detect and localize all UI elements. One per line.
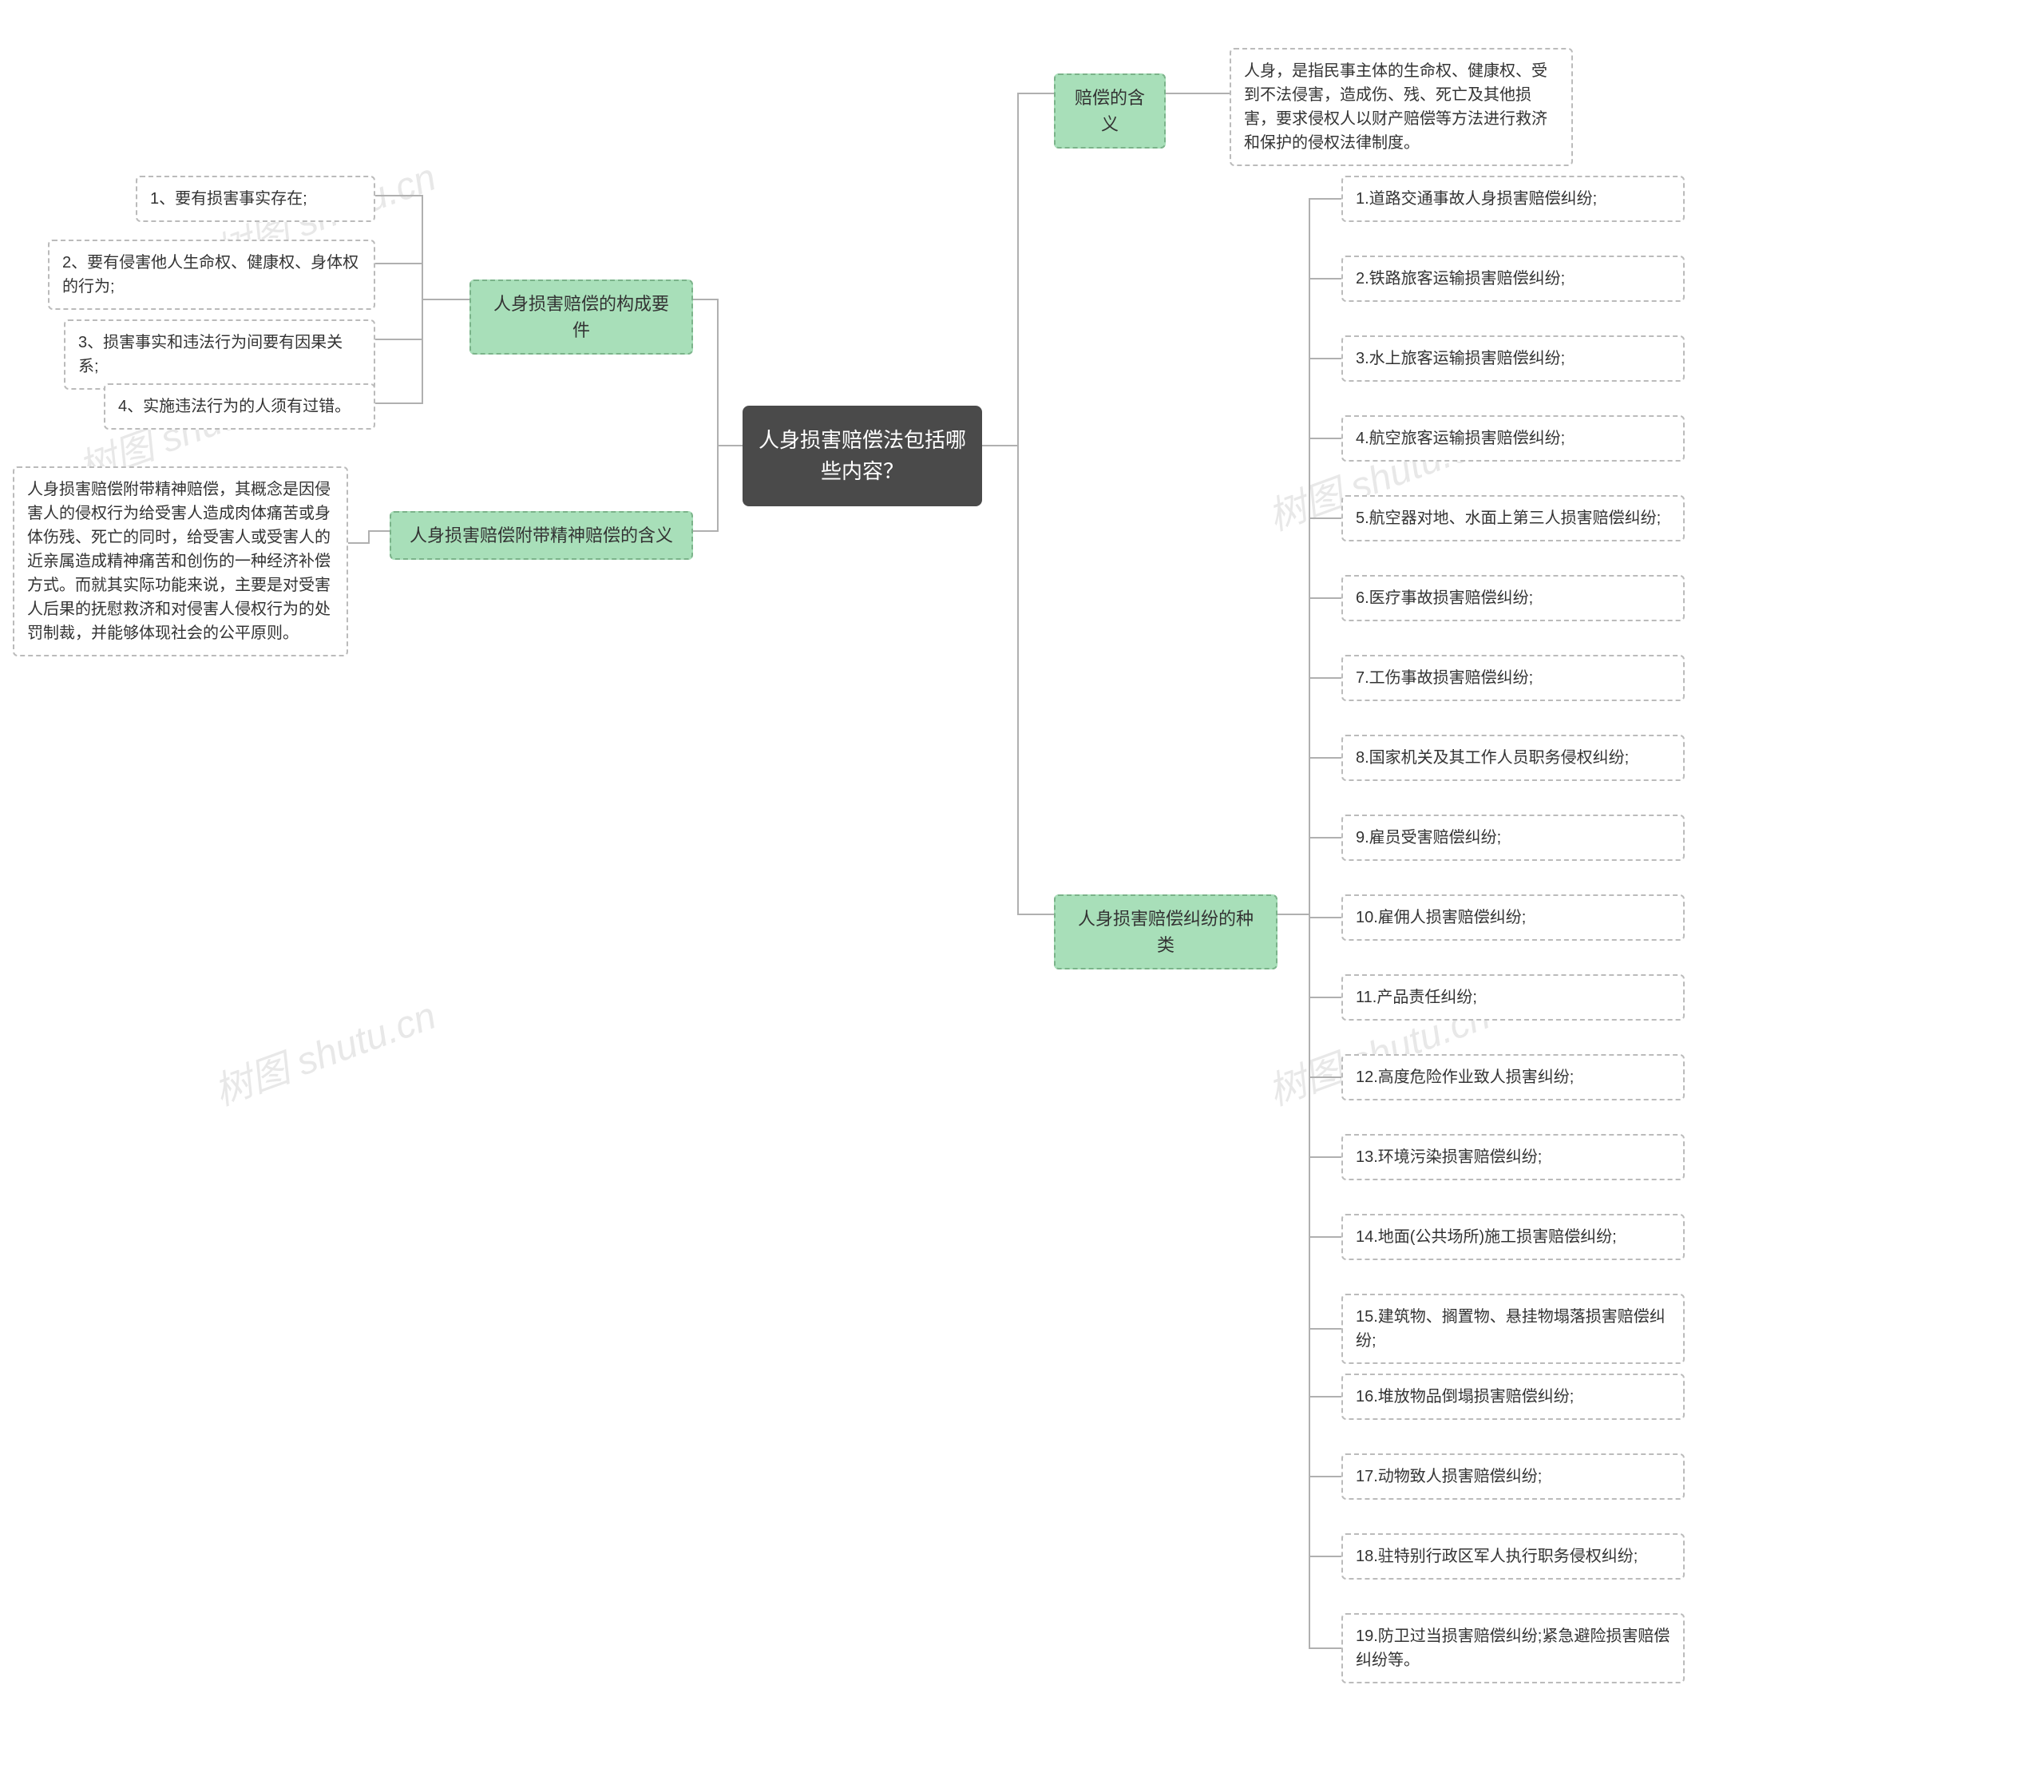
leaf-types-10: 10.雇佣人损害赔偿纠纷; — [1341, 894, 1685, 941]
leaf-types-11: 11.产品责任纠纷; — [1341, 974, 1685, 1021]
leaf-types-5: 5.航空器对地、水面上第三人损害赔偿纠纷; — [1341, 495, 1685, 541]
branch-meaning: 赔偿的含义 — [1054, 73, 1166, 149]
leaf-elements-1: 1、要有损害事实存在; — [136, 176, 375, 222]
leaf-elements-4: 4、实施违法行为的人须有过错。 — [104, 383, 375, 430]
root-node: 人身损害赔偿法包括哪些内容？ — [743, 406, 982, 506]
leaf-types-15: 15.建筑物、搁置物、悬挂物塌落损害赔偿纠纷; — [1341, 1294, 1685, 1364]
leaf-elements-2: 2、要有侵害他人生命权、健康权、身体权的行为; — [48, 240, 375, 310]
leaf-types-19: 19.防卫过当损害赔偿纠纷;紧急避险损害赔偿纠纷等。 — [1341, 1613, 1685, 1683]
leaf-types-1: 1.道路交通事故人身损害赔偿纠纷; — [1341, 176, 1685, 222]
leaf-types-2: 2.铁路旅客运输损害赔偿纠纷; — [1341, 256, 1685, 302]
leaf-types-14: 14.地面(公共场所)施工损害赔偿纠纷; — [1341, 1214, 1685, 1260]
leaf-spirit-1: 人身损害赔偿附带精神赔偿，其概念是因侵害人的侵权行为给受害人造成肉体痛苦或身体伤… — [13, 466, 348, 656]
leaf-types-3: 3.水上旅客运输损害赔偿纠纷; — [1341, 335, 1685, 382]
leaf-types-8: 8.国家机关及其工作人员职务侵权纠纷; — [1341, 735, 1685, 781]
leaf-elements-3: 3、损害事实和违法行为间要有因果关系; — [64, 319, 375, 390]
leaf-types-7: 7.工伤事故损害赔偿纠纷; — [1341, 655, 1685, 701]
branch-types: 人身损害赔偿纠纷的种类 — [1054, 894, 1278, 969]
leaf-types-4: 4.航空旅客运输损害赔偿纠纷; — [1341, 415, 1685, 462]
leaf-types-16: 16.堆放物品倒塌损害赔偿纠纷; — [1341, 1374, 1685, 1420]
branch-elements: 人身损害赔偿的构成要件 — [469, 280, 693, 355]
leaf-types-12: 12.高度危险作业致人损害纠纷; — [1341, 1054, 1685, 1100]
branch-spirit: 人身损害赔偿附带精神赔偿的含义 — [390, 511, 693, 560]
leaf-types-6: 6.医疗事故损害赔偿纠纷; — [1341, 575, 1685, 621]
leaf-types-17: 17.动物致人损害赔偿纠纷; — [1341, 1453, 1685, 1500]
leaf-types-9: 9.雇员受害赔偿纠纷; — [1341, 815, 1685, 861]
leaf-types-13: 13.环境污染损害赔偿纠纷; — [1341, 1134, 1685, 1180]
watermark: 树图 shutu.cn — [205, 984, 442, 1116]
leaf-types-18: 18.驻特别行政区军人执行职务侵权纠纷; — [1341, 1533, 1685, 1580]
leaf-meaning-1: 人身，是指民事主体的生命权、健康权、受到不法侵害，造成伤、残、死亡及其他损害，要… — [1230, 48, 1573, 166]
